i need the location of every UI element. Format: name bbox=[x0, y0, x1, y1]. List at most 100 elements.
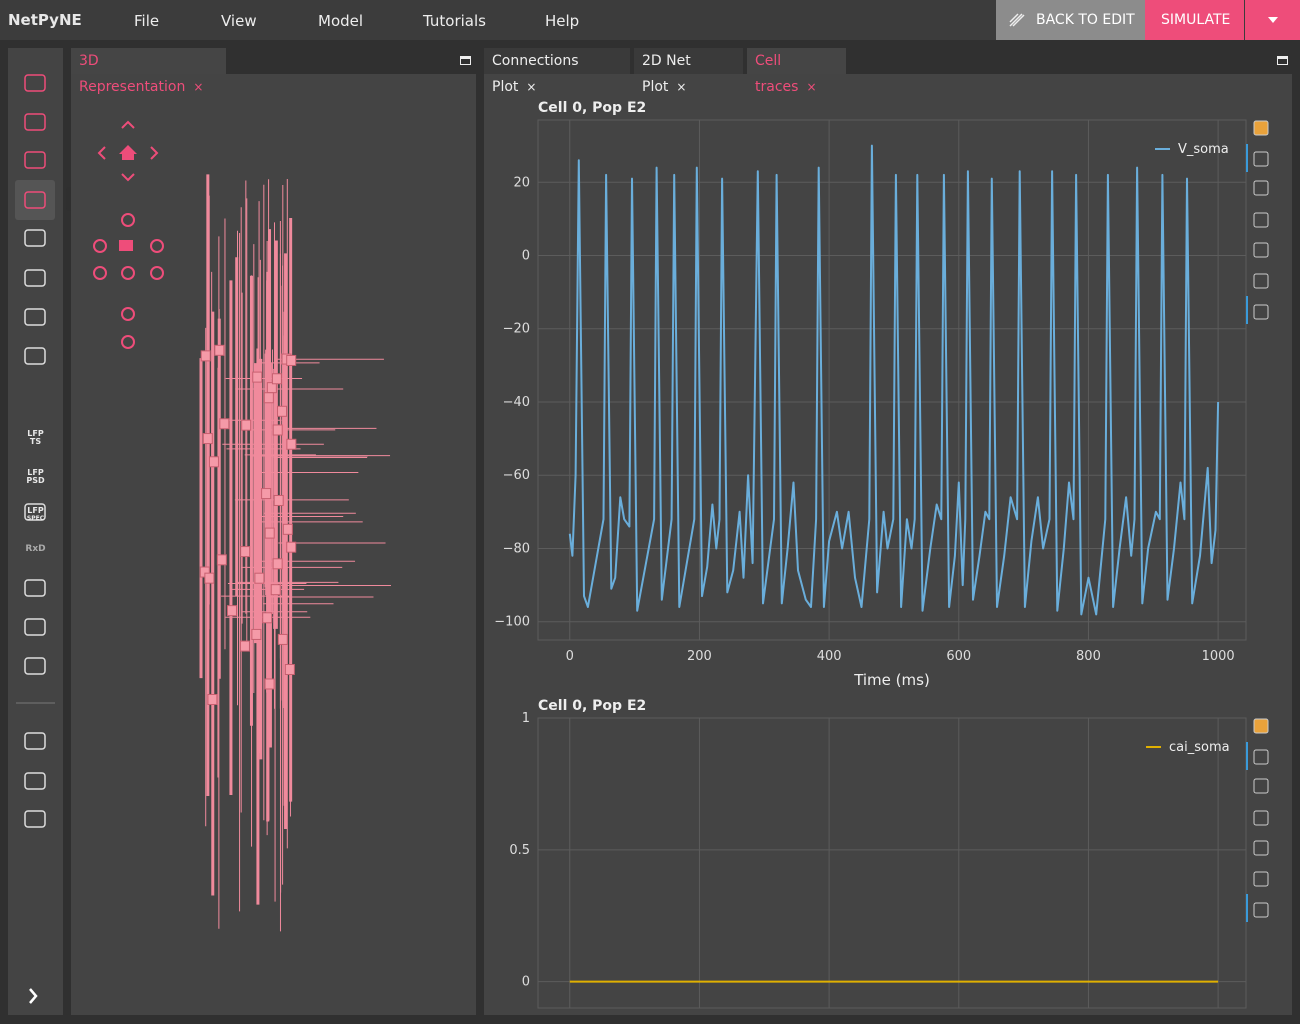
control[interactable] bbox=[93, 266, 107, 280]
lfp-psd[interactable]: LFP PSD bbox=[8, 469, 63, 485]
soma bbox=[202, 433, 213, 445]
modebar-button[interactable] bbox=[1253, 180, 1269, 196]
tab[interactable]: Cell traces × bbox=[747, 48, 846, 95]
legend-label: V_soma bbox=[1178, 142, 1229, 157]
menu-item[interactable]: Tutorials bbox=[423, 12, 486, 30]
control[interactable] bbox=[93, 239, 107, 253]
expand[interactable] bbox=[29, 988, 38, 1004]
control[interactable] bbox=[121, 335, 135, 349]
x-tick-label: 200 bbox=[687, 649, 712, 664]
nav-arrow[interactable] bbox=[121, 173, 135, 182]
soma bbox=[239, 640, 250, 652]
nav-arrow[interactable] bbox=[97, 146, 106, 160]
y-tick-label: 0.5 bbox=[509, 843, 530, 858]
control[interactable] bbox=[150, 266, 164, 280]
soma bbox=[263, 392, 274, 404]
sidebar-icon[interactable] bbox=[24, 347, 46, 365]
legend-label: cai_soma bbox=[1169, 740, 1230, 755]
modebar-button[interactable] bbox=[1253, 718, 1269, 734]
soma bbox=[286, 438, 297, 450]
y-tick-label: −20 bbox=[503, 322, 530, 337]
soma bbox=[286, 354, 297, 366]
nav-arrow[interactable] bbox=[150, 146, 159, 160]
menu-item[interactable]: File bbox=[134, 12, 160, 30]
home[interactable] bbox=[119, 145, 137, 160]
lfp-spec[interactable]: LFP SPEC bbox=[8, 507, 63, 523]
menu-item[interactable]: View bbox=[221, 12, 257, 30]
sidebar-icon[interactable] bbox=[24, 657, 46, 675]
soma bbox=[241, 419, 252, 431]
sidebar-icon[interactable] bbox=[24, 151, 46, 169]
control[interactable] bbox=[121, 307, 135, 321]
modebar-button[interactable] bbox=[1253, 120, 1269, 136]
maximize[interactable] bbox=[460, 56, 471, 65]
lfp-ts[interactable]: LFP TS bbox=[8, 430, 63, 446]
control[interactable] bbox=[150, 239, 164, 253]
sidebar-icon[interactable] bbox=[24, 229, 46, 247]
rxd[interactable]: RxD bbox=[25, 544, 46, 554]
brand: NetPyNE bbox=[8, 11, 82, 29]
nav-arrow[interactable] bbox=[121, 120, 135, 129]
x-axis-label: Time (ms) bbox=[853, 671, 930, 689]
modebar-button[interactable] bbox=[1253, 273, 1269, 289]
modebar-button[interactable] bbox=[1253, 871, 1269, 887]
modebar-button[interactable] bbox=[1253, 810, 1269, 826]
modebar-button[interactable] bbox=[1253, 242, 1269, 258]
sidebar-icon[interactable] bbox=[24, 269, 46, 287]
x-tick-label: 0 bbox=[566, 649, 574, 664]
y-tick-label: −60 bbox=[503, 468, 530, 483]
sidebar-icon[interactable] bbox=[24, 810, 46, 828]
soma bbox=[214, 344, 225, 356]
dropdown-button[interactable] bbox=[1245, 0, 1300, 40]
tab[interactable]: 3D Representation × bbox=[71, 48, 226, 95]
camera[interactable] bbox=[119, 240, 133, 251]
soma bbox=[272, 424, 283, 436]
tab-close[interactable]: × bbox=[526, 80, 537, 94]
back-button[interactable]: BACK TO EDIT bbox=[996, 0, 1145, 40]
back-label: BACK TO EDIT bbox=[1036, 12, 1135, 28]
caret bbox=[1268, 17, 1278, 23]
soma bbox=[273, 494, 284, 506]
tab-close[interactable]: × bbox=[806, 80, 817, 94]
tab-close[interactable]: × bbox=[676, 80, 687, 94]
sidebar-icon[interactable] bbox=[24, 503, 46, 521]
modebar-button[interactable] bbox=[1253, 778, 1269, 794]
modebar-button[interactable] bbox=[1253, 304, 1269, 320]
modebar-button[interactable] bbox=[1253, 151, 1269, 167]
control[interactable] bbox=[121, 213, 135, 227]
tab[interactable]: Connections Plot × bbox=[484, 48, 630, 95]
menu-item[interactable]: Help bbox=[545, 12, 580, 30]
lfp-label: TS bbox=[29, 437, 42, 446]
sidebar: LFP TS LFP PSD LFP SPEC RxD bbox=[8, 48, 63, 1015]
soma bbox=[277, 633, 288, 645]
sidebar-icon[interactable] bbox=[24, 732, 46, 750]
soma bbox=[226, 605, 237, 617]
sidebar-icon[interactable] bbox=[24, 772, 46, 790]
soma bbox=[277, 405, 288, 417]
sidebar-icon[interactable] bbox=[24, 308, 46, 326]
soma bbox=[216, 554, 227, 566]
tab-close[interactable]: × bbox=[193, 80, 204, 94]
lfp-label: LFP bbox=[27, 468, 44, 477]
modebar-button[interactable] bbox=[1253, 902, 1269, 918]
menu-item[interactable]: Model bbox=[318, 12, 364, 30]
soma bbox=[271, 373, 282, 385]
tab-label: Cell traces bbox=[755, 53, 799, 95]
sidebar-icon[interactable] bbox=[24, 113, 46, 131]
soma bbox=[240, 546, 251, 558]
modebar-button[interactable] bbox=[1253, 840, 1269, 856]
maximize[interactable] bbox=[1277, 56, 1288, 65]
chart-title: Cell 0, Pop E2 bbox=[538, 100, 646, 116]
sidebar-icon[interactable] bbox=[24, 74, 46, 92]
simulate-button[interactable]: SIMULATE bbox=[1145, 0, 1244, 40]
sidebar-icon[interactable] bbox=[24, 579, 46, 597]
modebar-button[interactable] bbox=[1253, 212, 1269, 228]
x-tick-label: 800 bbox=[1076, 649, 1101, 664]
control[interactable] bbox=[121, 266, 135, 280]
sidebar-icon[interactable] bbox=[24, 618, 46, 636]
modebar-button[interactable] bbox=[1253, 749, 1269, 765]
sidebar-icon[interactable] bbox=[24, 191, 46, 209]
y-tick-label: 0 bbox=[522, 248, 530, 263]
tab[interactable]: 2D Net Plot × bbox=[634, 48, 743, 95]
